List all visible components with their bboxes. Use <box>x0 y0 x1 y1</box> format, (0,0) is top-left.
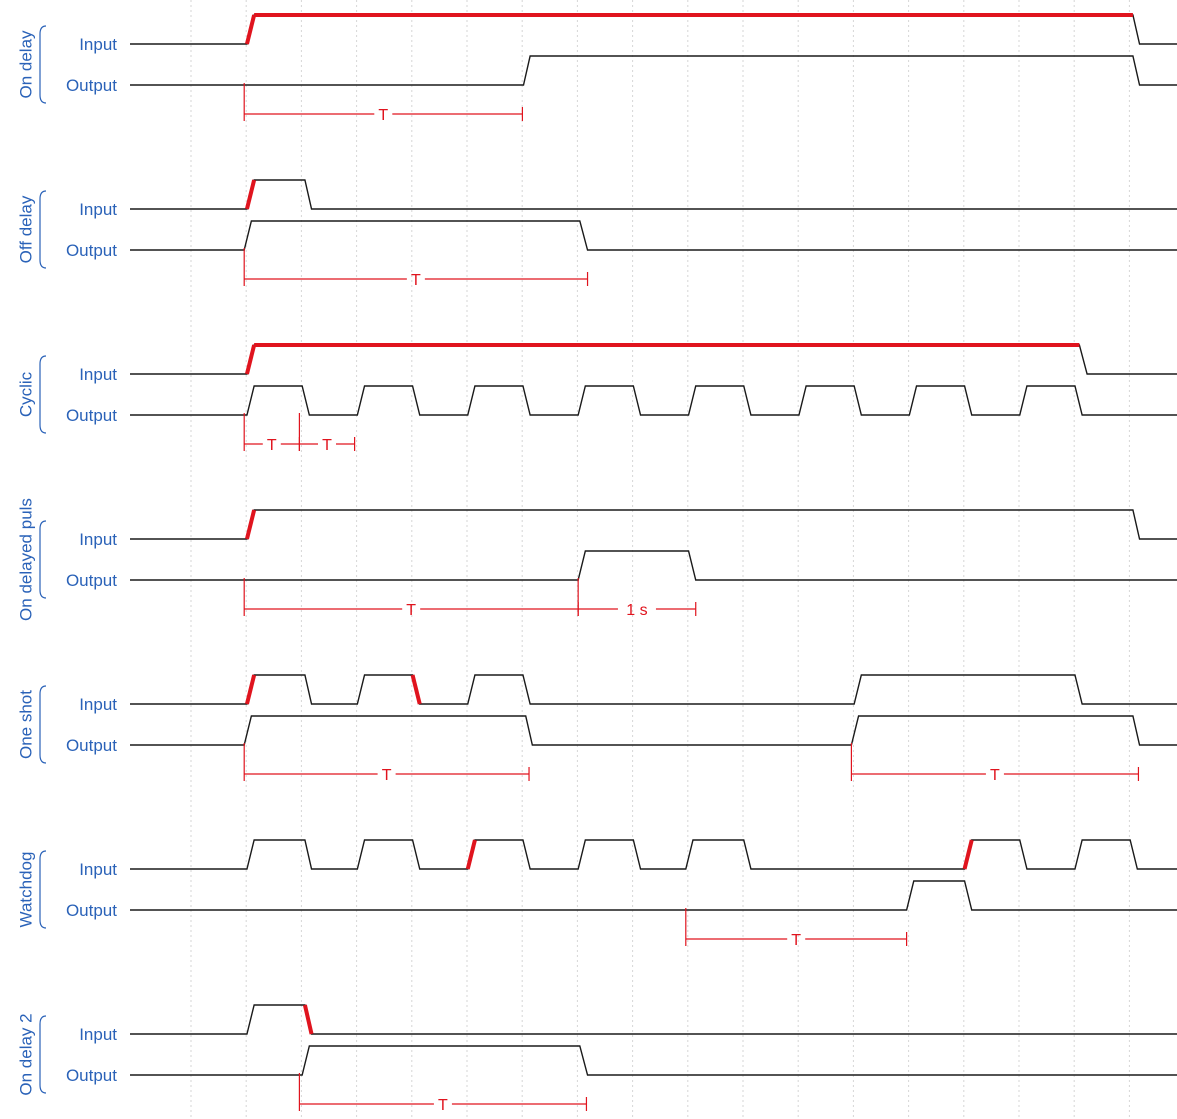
brace <box>39 1015 47 1094</box>
trigger-edge <box>245 14 257 45</box>
output-label: Output <box>66 241 117 260</box>
row-title: On delayed puls <box>16 498 35 621</box>
output-label: Output <box>66 1066 117 1085</box>
trigger-edge <box>245 509 257 540</box>
row-title: On delay <box>16 30 35 99</box>
input-label: Input <box>79 200 117 219</box>
dimension-label: T <box>378 107 388 124</box>
grid-lines <box>190 0 1130 1119</box>
input-label: Input <box>79 1025 117 1044</box>
dimension-label: T <box>382 767 392 784</box>
dimension: T <box>243 248 589 289</box>
trigger-edge <box>245 674 257 705</box>
input-waveform <box>130 14 1177 45</box>
dimension: T <box>298 413 356 454</box>
brace <box>39 850 47 929</box>
row-title: Cyclic <box>16 371 35 417</box>
output-label: Output <box>66 736 117 755</box>
input-label: Input <box>79 35 117 54</box>
row-one-shot: One shot Input Output T T <box>16 674 1177 784</box>
dimension-label: T <box>411 272 421 289</box>
dimension: T <box>243 413 300 454</box>
trigger-edge <box>245 344 257 375</box>
input-waveform <box>130 1004 1177 1035</box>
row-title: On delay 2 <box>16 1013 35 1095</box>
row-on-delayed-puls: On delayed puls Input Output T 1 s <box>16 498 1177 621</box>
dimension: T <box>685 908 908 949</box>
output-label: Output <box>66 76 117 95</box>
row-title: Watchdog <box>16 852 35 928</box>
output-waveform <box>130 1045 1177 1076</box>
dimension-label: 1 s <box>626 602 647 619</box>
dimension-label: T <box>791 932 801 949</box>
dimension: T <box>850 743 1140 784</box>
row-cyclic: Cyclic Input Output T T <box>16 343 1177 454</box>
row-on-delay-2: On delay 2 Input Output T <box>16 1004 1177 1114</box>
dimension: 1 s <box>577 578 697 619</box>
trigger-edge <box>465 839 477 870</box>
input-waveform <box>130 179 1177 210</box>
output-waveform <box>130 880 1177 911</box>
row-title: One shot <box>16 690 35 759</box>
diagram-rows: On delay Input Output T Off delay Input Output… <box>16 13 1177 1114</box>
input-label: Input <box>79 530 117 549</box>
row-watchdog: Watchdog Input Output T <box>16 839 1177 949</box>
brace <box>39 190 47 269</box>
trigger-edge <box>302 1004 314 1035</box>
input-label: Input <box>79 860 117 879</box>
brace <box>39 685 47 764</box>
output-waveform <box>130 715 1177 746</box>
input-label: Input <box>79 365 117 384</box>
output-waveform <box>130 220 1177 251</box>
brace <box>39 355 47 434</box>
input-waveform <box>130 839 1177 870</box>
input-waveform <box>130 674 1177 705</box>
trigger-edge <box>962 839 974 870</box>
brace <box>39 520 47 599</box>
input-label: Input <box>79 695 117 714</box>
dimension: T <box>243 578 579 619</box>
output-label: Output <box>66 901 117 920</box>
input-waveform <box>130 344 1177 375</box>
brace <box>39 25 47 104</box>
dimension-label: T <box>438 1097 448 1114</box>
output-waveform <box>130 55 1177 86</box>
row-on-delay: On delay Input Output T <box>16 13 1177 124</box>
dimension: T <box>243 743 530 784</box>
output-label: Output <box>66 406 117 425</box>
dimension-label: T <box>406 602 416 619</box>
output-waveform <box>130 385 1177 416</box>
dimension-label: T <box>267 437 277 454</box>
dimension: T <box>243 83 524 124</box>
trigger-edge <box>245 179 257 210</box>
dimension-label: T <box>990 767 1000 784</box>
row-off-delay: Off delay Input Output T <box>16 179 1177 289</box>
trigger-edge <box>410 674 422 705</box>
input-waveform <box>130 509 1177 540</box>
output-waveform <box>130 550 1177 581</box>
row-title: Off delay <box>16 195 35 263</box>
dimension-label: T <box>322 437 332 454</box>
dimension: T <box>298 1073 588 1114</box>
output-label: Output <box>66 571 117 590</box>
